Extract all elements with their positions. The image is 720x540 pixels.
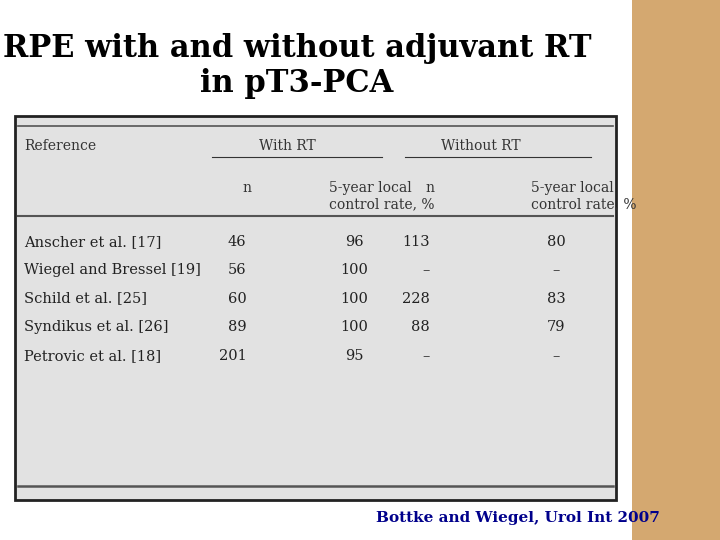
Text: in pT3-PCA: in pT3-PCA (200, 68, 394, 99)
Text: RPE with and without adjuvant RT: RPE with and without adjuvant RT (3, 33, 591, 64)
Text: 46: 46 (228, 235, 246, 249)
Text: 80: 80 (547, 235, 566, 249)
Text: Petrovic et al. [18]: Petrovic et al. [18] (24, 349, 161, 363)
FancyBboxPatch shape (15, 116, 616, 500)
Text: –: – (553, 349, 560, 363)
Text: 5-year local
control rate, %: 5-year local control rate, % (329, 181, 434, 211)
Text: Bottke and Wiegel, Urol Int 2007: Bottke and Wiegel, Urol Int 2007 (377, 511, 660, 525)
Text: –: – (423, 263, 430, 277)
Text: 96: 96 (345, 235, 364, 249)
Text: 83: 83 (547, 292, 566, 306)
Text: Syndikus et al. [26]: Syndikus et al. [26] (24, 320, 168, 334)
Text: 201: 201 (219, 349, 246, 363)
Text: Anscher et al. [17]: Anscher et al. [17] (24, 235, 161, 249)
Text: 113: 113 (402, 235, 430, 249)
Text: 88: 88 (411, 320, 430, 334)
Text: 56: 56 (228, 263, 246, 277)
Text: Reference: Reference (24, 139, 96, 153)
Text: n: n (426, 181, 434, 195)
Text: 228: 228 (402, 292, 430, 306)
Text: n: n (242, 181, 251, 195)
Text: Without RT: Without RT (441, 139, 521, 153)
Text: 89: 89 (228, 320, 246, 334)
Text: –: – (553, 263, 560, 277)
Text: 79: 79 (547, 320, 565, 334)
Text: –: – (423, 349, 430, 363)
Text: 100: 100 (340, 292, 368, 306)
Text: Schild et al. [25]: Schild et al. [25] (24, 292, 147, 306)
Text: Wiegel and Bressel [19]: Wiegel and Bressel [19] (24, 263, 201, 277)
Text: 60: 60 (228, 292, 246, 306)
Text: With RT: With RT (259, 139, 316, 153)
Text: 95: 95 (345, 349, 364, 363)
Text: 100: 100 (340, 263, 368, 277)
Text: 5-year local
control rate, %: 5-year local control rate, % (531, 181, 636, 211)
Text: 100: 100 (340, 320, 368, 334)
